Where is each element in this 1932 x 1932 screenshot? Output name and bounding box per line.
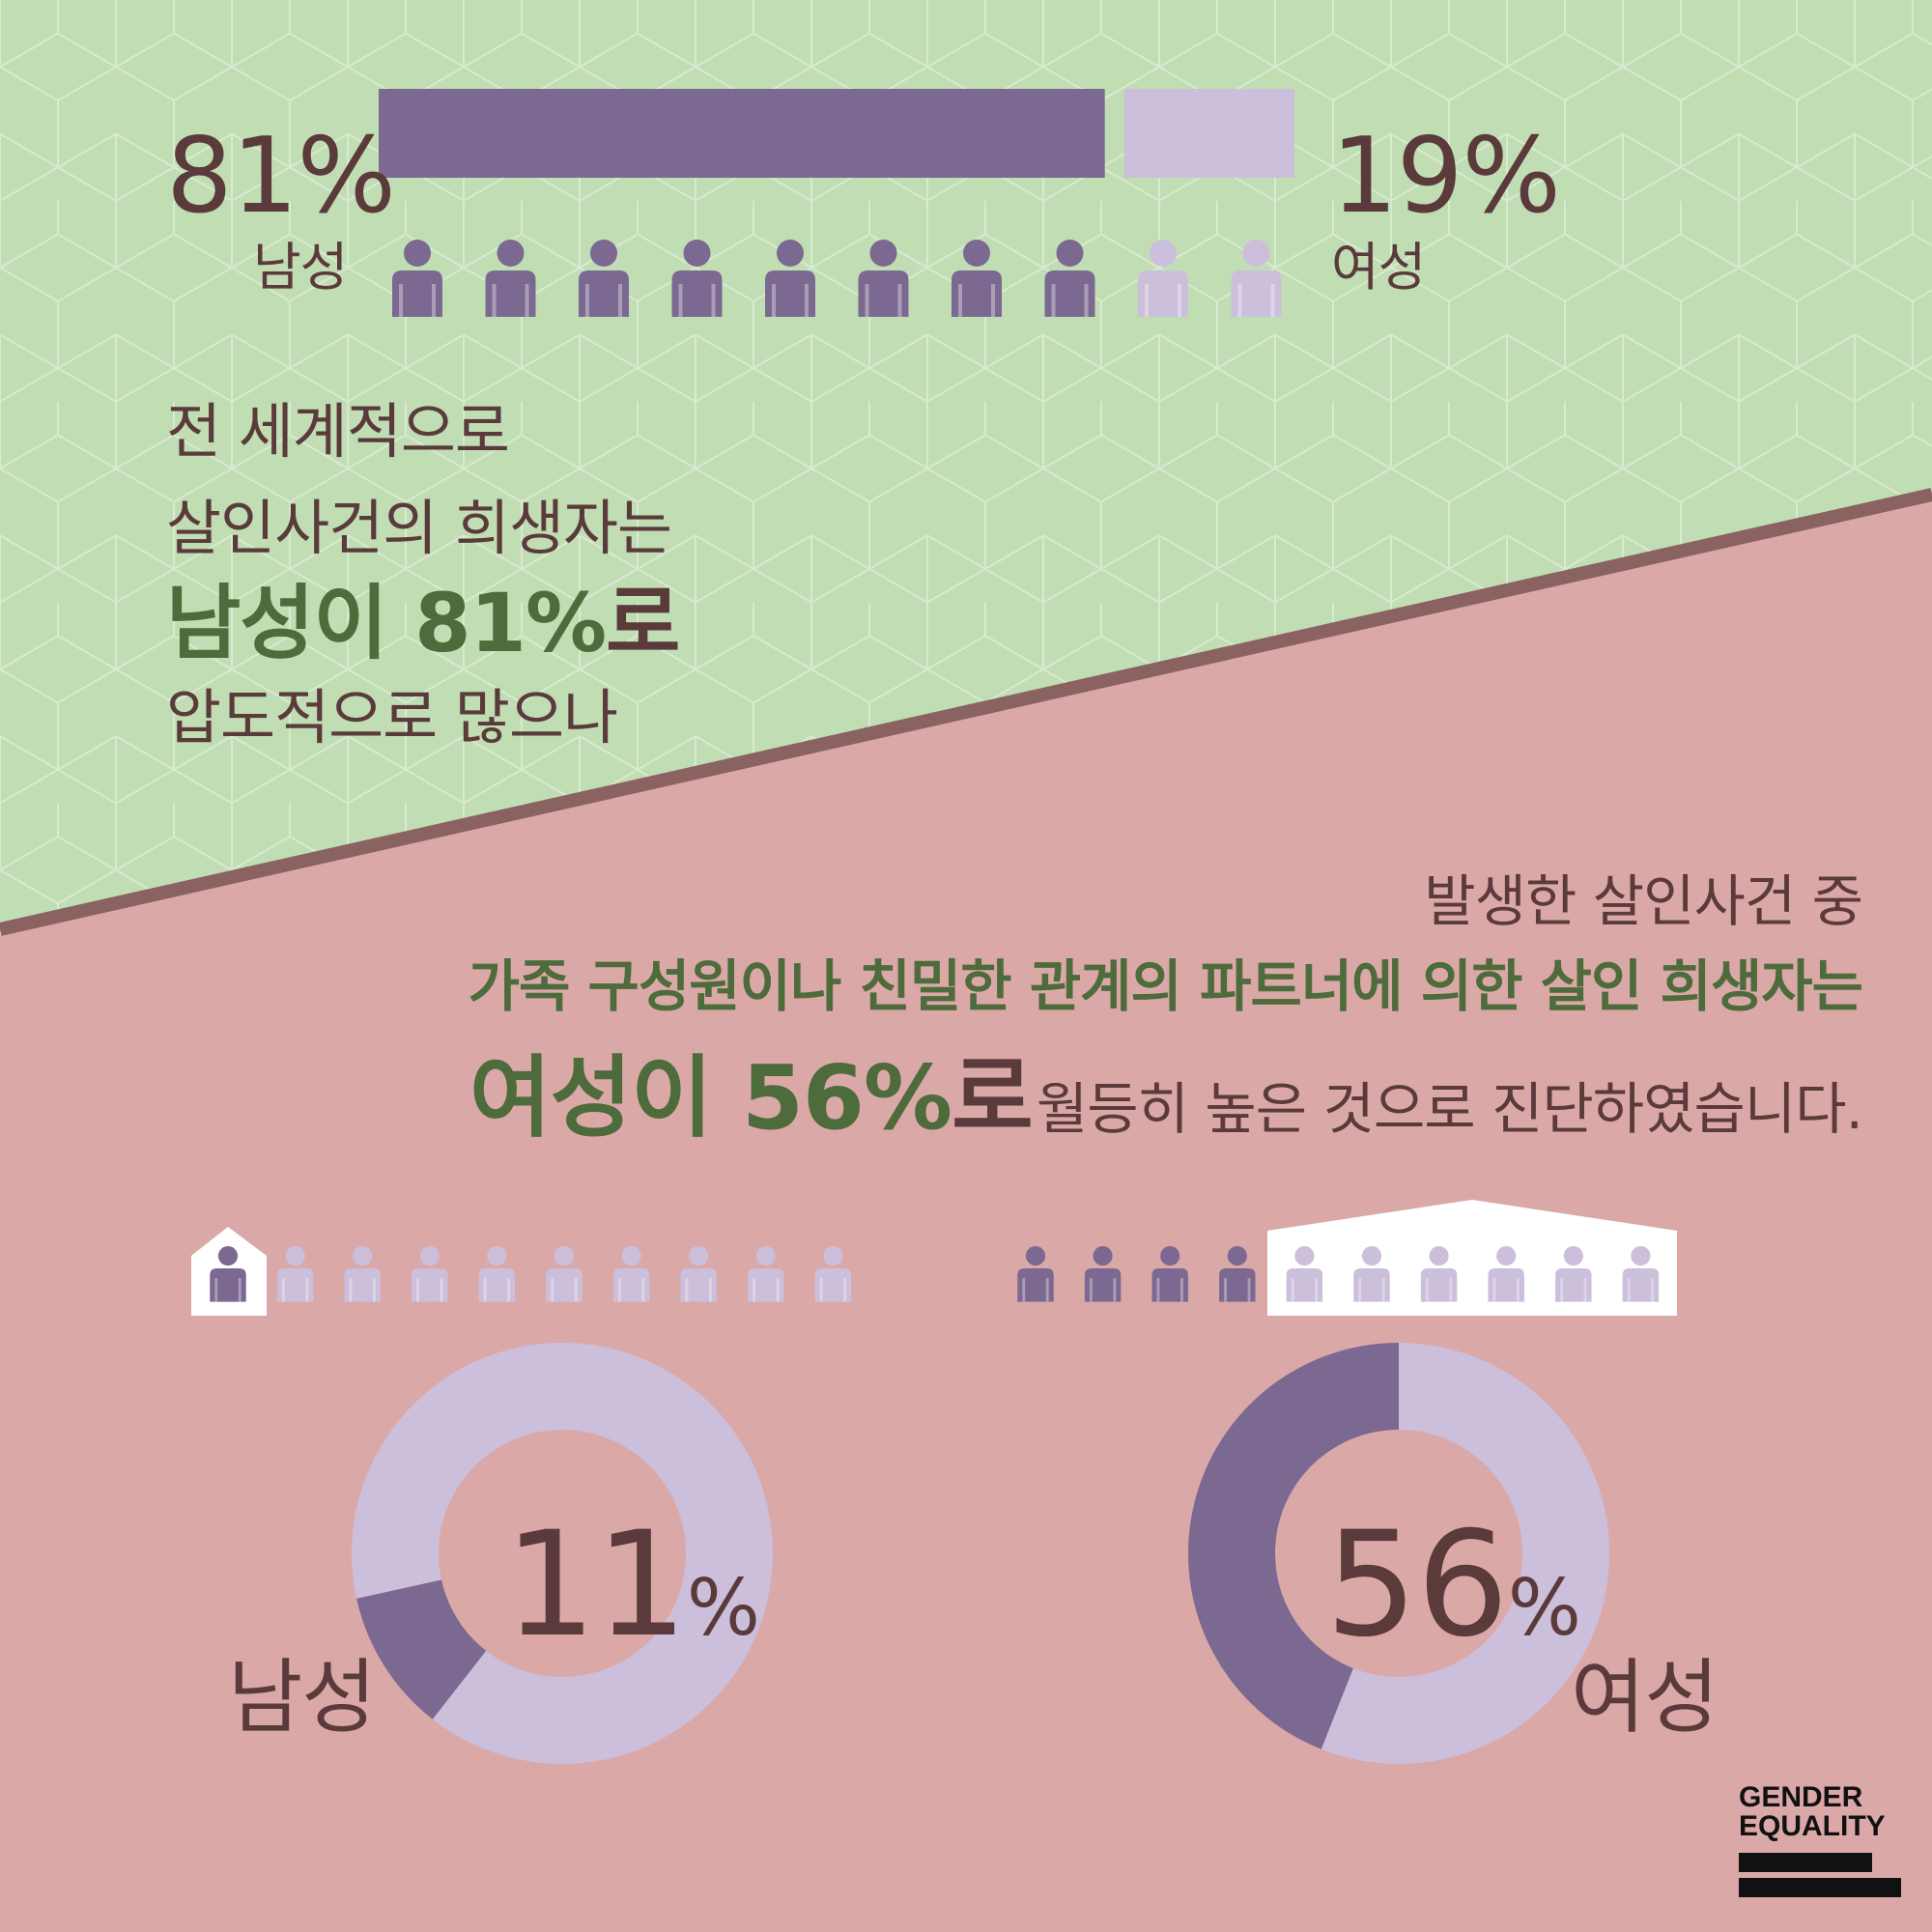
donut-slice-highlight	[1321, 1343, 1610, 1764]
donut-male-number: 11	[504, 1501, 688, 1669]
donut-slice-rest	[1188, 1343, 1399, 1749]
top-text-line2: 살인사건의 희생자는	[166, 493, 672, 563]
bar-female	[1123, 89, 1294, 178]
donut-female-symbol: %	[1507, 1563, 1581, 1653]
male-percent: 81%	[166, 116, 396, 237]
logo-bar-bottom	[1739, 1878, 1901, 1897]
person-icon	[1219, 1246, 1256, 1302]
donut-male	[352, 1343, 773, 1765]
bottom-text-line3: 여성이 56%로 월등히 높은 것으로 진단하였습니다.	[469, 1026, 1863, 1154]
person-icon	[1622, 1246, 1660, 1302]
person-icon	[1286, 1246, 1323, 1302]
top-text-line4: 압도적으로 많으나	[166, 682, 618, 753]
person-icon	[814, 1246, 852, 1302]
logo-bar-top	[1739, 1853, 1872, 1872]
person-icon	[392, 240, 442, 317]
donut-slice-highlight	[356, 1579, 487, 1719]
top-bar-chart	[379, 89, 1294, 317]
donut-female	[1188, 1343, 1610, 1764]
person-icon	[671, 240, 723, 317]
logo-line1: GENDER	[1739, 1781, 1863, 1813]
male-label: 남성	[253, 237, 348, 298]
person-icon	[952, 240, 1002, 317]
person-icon	[344, 1246, 381, 1302]
people-row-female	[1017, 1246, 1660, 1302]
bar-male	[379, 89, 1105, 178]
person-icon	[1231, 240, 1282, 317]
people-row-top	[392, 240, 1282, 317]
top-text-highlight-tail: 로	[606, 576, 680, 670]
pink-region	[0, 491, 1932, 1932]
person-icon	[478, 1246, 516, 1302]
bottom-text-tail: 월등히 높은 것으로 진단하였습니다.	[1036, 1076, 1863, 1142]
logo-line2: EQUALITY	[1739, 1810, 1886, 1842]
person-icon	[1084, 1246, 1122, 1302]
person-icon	[1017, 1246, 1054, 1302]
person-icon	[680, 1246, 717, 1302]
female-percent: 19%	[1331, 116, 1561, 237]
person-icon	[1151, 1246, 1188, 1302]
divider-line	[0, 488, 1932, 936]
top-text-line3: 남성이 81%로	[166, 558, 680, 675]
donut-male-symbol: %	[686, 1563, 760, 1653]
person-icon	[1488, 1246, 1524, 1302]
person-icon	[1353, 1246, 1390, 1302]
donut-male-label: 남성	[228, 1650, 377, 1745]
person-icon	[276, 1246, 314, 1302]
female-label: 여성	[1331, 237, 1426, 298]
bottom-text-line1: 발생한 살인사건 중	[1424, 868, 1863, 934]
donut-slice-rest	[352, 1343, 773, 1765]
bottom-text-ro: 로	[952, 1046, 1034, 1150]
donut-female-number: 56	[1325, 1501, 1509, 1669]
person-icon	[485, 240, 536, 317]
top-text-highlight: 남성이 81%	[166, 576, 607, 670]
person-icon	[579, 240, 629, 317]
bottom-text-line2: 가족 구성원이나 친밀한 관계의 파트너에 의한 살인 희생자는	[468, 953, 1863, 1019]
person-icon	[1420, 1246, 1458, 1302]
donut-female-label: 여성	[1571, 1650, 1719, 1745]
person-icon	[765, 240, 815, 317]
person-icon	[1555, 1246, 1592, 1302]
person-icon	[612, 1246, 650, 1302]
person-icon	[412, 1246, 448, 1302]
donut-male-value: 11%	[504, 1501, 760, 1669]
top-text-line1: 전 세계적으로	[166, 396, 510, 467]
person-icon	[546, 1246, 582, 1302]
person-icon	[210, 1246, 246, 1302]
person-icon	[1044, 240, 1095, 317]
gender-equality-logo: GENDER EQUALITY	[1739, 1781, 1903, 1897]
people-row-male	[210, 1246, 852, 1302]
house-female	[1267, 1200, 1677, 1316]
donut-female-value: 56%	[1325, 1501, 1581, 1669]
bottom-text-highlight: 여성이 56%	[469, 1046, 952, 1150]
person-icon	[858, 240, 909, 317]
person-icon	[748, 1246, 784, 1302]
person-icon	[1138, 240, 1188, 317]
